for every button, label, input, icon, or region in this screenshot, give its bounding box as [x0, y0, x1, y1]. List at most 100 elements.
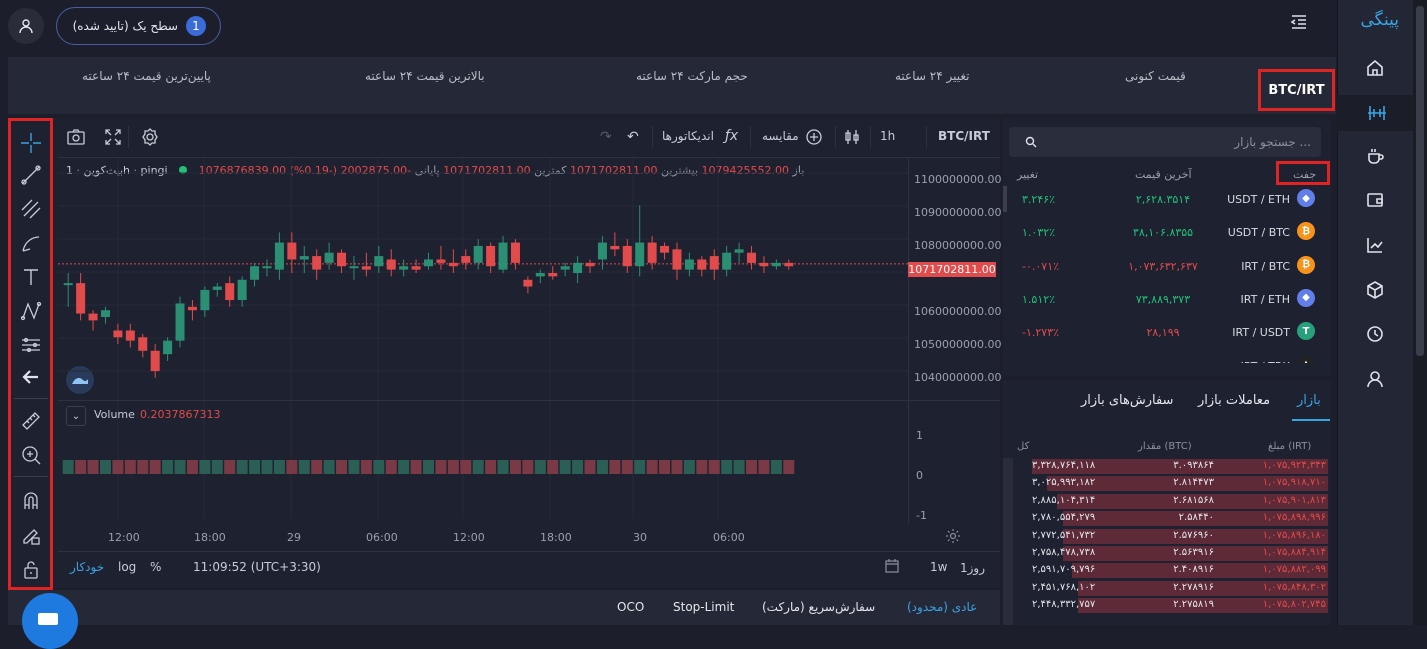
candle-body	[63, 283, 73, 286]
volume-bar	[398, 460, 410, 474]
candle-body	[510, 242, 520, 263]
order-book-row[interactable]: ۱,۰۷۵,۹۱۸,۷۱۰ ۲.۸۱۴۴۷۳ ۳,۰۲۵,۹۹۳,۱۸۲	[1016, 475, 1328, 492]
candle-body	[560, 266, 570, 270]
candle-body	[448, 262, 458, 267]
lock-draw-icon[interactable]	[14, 520, 48, 550]
cube-icon[interactable]	[1363, 278, 1387, 302]
market-search-input[interactable]: جستجو بازار ...	[1009, 127, 1321, 157]
change-pct: ۳.۳۰۸٪	[1022, 360, 1072, 363]
home-icon[interactable]	[1363, 56, 1387, 80]
tab-market-orders[interactable]: سفارش‌های بازار	[1081, 393, 1174, 408]
compare-button[interactable]: مقایسه	[762, 129, 799, 143]
pattern-icon[interactable]	[14, 296, 48, 326]
cup-icon[interactable]	[1363, 145, 1387, 169]
tab-market-trades[interactable]: معاملات بازار	[1198, 393, 1271, 408]
order-book-row[interactable]: ۱,۰۷۵,۸۸۴,۹۱۴ ۲.۵۶۳۹۱۶ ۲,۷۵۸,۴۷۸,۷۳۸	[1016, 545, 1328, 562]
range-1w[interactable]: 1w	[930, 560, 948, 574]
exchange-icon[interactable]	[1337, 95, 1413, 131]
brand-logo[interactable]: پینگی	[1360, 10, 1399, 30]
volume-bar	[336, 460, 348, 474]
market-row[interactable]: ₿ USDT / BTC ۳۸,۱۰۶.۸۳۵۵ ۱.۰۳۲٪	[1008, 219, 1320, 252]
order-qty: ۲.۵۷۶۹۶۰	[1173, 529, 1214, 541]
redo-icon[interactable]: ↷	[600, 129, 612, 145]
volume-bar	[609, 460, 621, 474]
tab-oco[interactable]: OCO	[617, 600, 645, 614]
avatar[interactable]	[8, 8, 44, 44]
order-price: ۱,۰۷۵,۸۹۶,۱۸۰	[1262, 529, 1326, 541]
pitchfork-icon[interactable]	[14, 194, 48, 224]
zoom-in-icon[interactable]	[14, 440, 48, 470]
candlestick-plot[interactable]	[58, 158, 908, 524]
depth-bar	[1031, 459, 1328, 474]
wallet-icon[interactable]	[1363, 188, 1387, 212]
add-compare-icon[interactable]	[805, 128, 823, 150]
indicators-button[interactable]: اندیکاتورها	[662, 129, 714, 143]
tab-stop-limit[interactable]: Stop-Limit	[673, 600, 735, 614]
range-1d[interactable]: 1روز	[960, 561, 986, 575]
magnet-icon[interactable]	[14, 486, 48, 516]
tab-book-market[interactable]: بازار	[1297, 393, 1321, 408]
log-scale-button[interactable]: log	[118, 560, 137, 574]
settings-icon[interactable]	[140, 127, 160, 151]
date-range-icon[interactable]	[884, 558, 900, 578]
legend-interval: 1h	[66, 164, 131, 177]
camera-icon[interactable]	[66, 128, 86, 150]
market-row[interactable]: ◆ IRT / ETH ۷۳,۸۸۹,۳۷۳ ۱.۵۱۲٪	[1008, 286, 1320, 319]
fx-icon[interactable]: ƒx	[725, 128, 739, 144]
user-icon[interactable]	[1363, 367, 1387, 391]
chart-symbol[interactable]: BTC/IRT	[938, 129, 990, 143]
text-icon[interactable]	[14, 262, 48, 292]
tab-limit-order[interactable]: عادی (محدود)	[907, 600, 978, 614]
trx-coin-icon: ▲	[1297, 355, 1315, 363]
col-change[interactable]: تغییر	[1017, 168, 1039, 181]
price-tick: 1060000000.00	[914, 305, 1002, 318]
ruler-icon[interactable]	[14, 406, 48, 436]
col-last-price[interactable]: آخرین قیمت	[1135, 168, 1192, 181]
collapse-volume-icon[interactable]: ⌄	[66, 406, 86, 426]
crosshair-icon[interactable]	[14, 128, 48, 158]
page-scrollbar[interactable]	[1413, 0, 1427, 625]
fullscreen-icon[interactable]	[104, 128, 122, 150]
pair-title[interactable]: BTC/IRT	[1258, 69, 1335, 111]
chat-widget-button[interactable]	[22, 593, 78, 649]
unlock-icon[interactable]	[14, 554, 48, 584]
candle-type-icon[interactable]	[843, 128, 861, 150]
axis-settings-icon[interactable]	[945, 528, 961, 548]
market-row[interactable]: T IRT / USDT ۲۸,۱۹۹ -۱.۲۷۳٪	[1008, 319, 1320, 352]
history-icon[interactable]	[1363, 322, 1387, 346]
user-level-badge[interactable]: سطح یک (تایید شده) 1	[56, 7, 221, 45]
order-qty: ۲.۵۶۳۹۱۶	[1173, 547, 1214, 558]
interval-button[interactable]: 1h	[880, 129, 896, 143]
volume-bar	[224, 460, 236, 474]
order-book-row[interactable]: ۱,۰۷۵,۸۰۲,۷۴۵ ۲.۲۷۵۸۱۹ ۲,۴۴۸,۳۳۲,۷۵۷	[1016, 597, 1328, 614]
volume-bar	[385, 460, 397, 474]
market-row[interactable]: ◆ USDT / ETH ۲,۶۲۸.۳۵۱۴ ۳.۲۴۶٪	[1008, 186, 1320, 219]
order-qty: ۲.۸۱۴۴۷۳	[1173, 477, 1214, 489]
volume-bar	[659, 460, 671, 474]
brush-icon[interactable]	[14, 228, 48, 258]
order-book-row[interactable]: ۱,۰۷۵,۹۲۴,۳۴۳ ۳.۰۹۳۸۶۴ ۳,۳۲۸,۷۶۴,۱۱۸	[1016, 458, 1328, 475]
order-book-row[interactable]: ۱,۰۷۵,۸۸۲,۰۹۹ ۲.۴۰۸۹۱۶ ۲,۵۹۱,۷۰۹,۷۹۶	[1016, 562, 1328, 579]
order-book-row[interactable]: ۱,۰۷۵,۸۴۸,۳۰۲ ۲.۲۷۸۹۱۶ ۲,۴۵۱,۷۶۸,۱۰۲	[1016, 580, 1328, 597]
candle-body	[299, 256, 309, 260]
auto-scale-button[interactable]: خودکار	[70, 560, 105, 574]
order-book-row[interactable]: ۱,۰۷۵,۹۰۱,۸۱۳ ۲.۶۸۱۵۶۸ ۲,۸۸۵,۱۰۴,۳۱۴	[1016, 493, 1328, 510]
volume-bar	[199, 460, 211, 474]
price-axis[interactable]	[908, 158, 1000, 524]
market-row[interactable]: ₿ IRT / BTC ۱,۰۷۳,۶۳۲,۶۳۷ -۰.۰۷۱٪	[1008, 253, 1320, 286]
col-pair[interactable]: جفت	[1293, 168, 1317, 181]
tab-market-order[interactable]: سفارش‌سریع (مارکت)	[762, 600, 876, 614]
volume-bar	[733, 460, 745, 474]
order-book-row[interactable]: ۱,۰۷۵,۸۹۶,۱۸۰ ۲.۵۷۶۹۶۰ ۲,۷۷۲,۵۴۱,۷۳۲	[1016, 528, 1328, 545]
clock-time[interactable]: 11:09:52 (UTC+3:30)	[193, 560, 321, 574]
prediction-icon[interactable]	[14, 330, 48, 360]
percent-scale-button[interactable]: %	[150, 560, 162, 574]
trendline-icon[interactable]	[14, 160, 48, 190]
order-book-row[interactable]: ۱,۰۷۵,۸۹۸,۹۹۶ ۲.۵۸۴۴۰ ۲,۷۸۰,۵۵۴,۲۷۹	[1016, 510, 1328, 527]
undo-icon[interactable]: ↶	[627, 129, 639, 145]
menu-collapse-icon[interactable]	[1290, 14, 1310, 34]
market-row[interactable]: ▲ IRT / TRX ۱,۶۹۰ ۳.۳۰۸٪	[1008, 353, 1320, 363]
back-arrow-icon[interactable]	[14, 362, 48, 392]
chart-icon[interactable]	[1363, 233, 1387, 257]
depth-bar	[1047, 476, 1328, 492]
